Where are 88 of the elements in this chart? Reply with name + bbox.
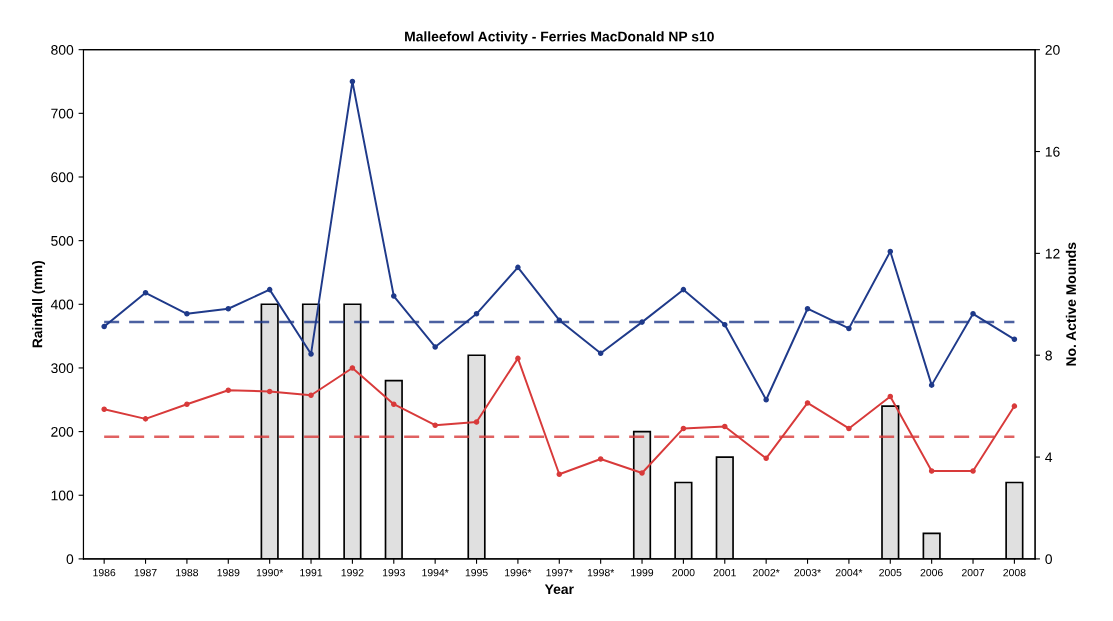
point bbox=[515, 355, 521, 362]
x-tick-label: 2003* bbox=[794, 568, 821, 577]
y2-tick-label: 8 bbox=[1045, 350, 1052, 361]
point bbox=[391, 401, 397, 408]
point bbox=[970, 468, 976, 474]
point bbox=[142, 416, 149, 422]
x-tick-label: 1989 bbox=[217, 568, 240, 577]
x-axis-title: Year bbox=[544, 584, 574, 595]
point bbox=[391, 293, 397, 299]
x-tick-label: 1987 bbox=[134, 568, 157, 577]
point bbox=[349, 365, 356, 371]
point bbox=[432, 422, 438, 429]
y-tick-label: 700 bbox=[51, 108, 74, 119]
point bbox=[722, 423, 728, 430]
point bbox=[680, 425, 687, 432]
x-tick-label: 2002* bbox=[753, 568, 780, 577]
point bbox=[763, 455, 769, 462]
y-axis-title: Rainfall (mm) bbox=[32, 260, 46, 348]
point bbox=[308, 392, 314, 399]
y-tick-label: 600 bbox=[51, 172, 74, 183]
point bbox=[639, 470, 645, 476]
point bbox=[846, 425, 852, 432]
point bbox=[473, 311, 480, 317]
point bbox=[639, 319, 645, 325]
y2-tick-label: 4 bbox=[1045, 452, 1053, 463]
x-tick-label: 1997* bbox=[546, 568, 573, 577]
point bbox=[266, 286, 273, 293]
y-tick-label: 800 bbox=[51, 45, 74, 55]
y2-tick-label: 0 bbox=[1045, 554, 1052, 565]
point bbox=[1011, 336, 1018, 343]
point bbox=[804, 400, 811, 406]
x-tick-label: 2005 bbox=[879, 568, 902, 577]
point bbox=[349, 78, 356, 85]
point bbox=[184, 401, 190, 408]
x-tick-label: 1994* bbox=[422, 568, 449, 577]
y-tick-label: 0 bbox=[66, 554, 74, 565]
point bbox=[597, 456, 604, 462]
x-tick-label: 1990* bbox=[256, 568, 284, 577]
y-tick-label: 300 bbox=[51, 363, 74, 374]
x-tick-label: 2004* bbox=[835, 568, 863, 577]
point bbox=[184, 311, 190, 317]
y-tick-label: 400 bbox=[50, 299, 74, 310]
point bbox=[473, 419, 480, 425]
chart-title: Malleefowl Activity - Ferries MacDonald NP s10 bbox=[405, 31, 714, 45]
y2-tick-label: 12 bbox=[1045, 248, 1060, 259]
point bbox=[887, 248, 894, 255]
point bbox=[763, 396, 769, 403]
point bbox=[804, 305, 811, 312]
y-tick-label: 100 bbox=[51, 490, 74, 501]
y2-tick-label: 16 bbox=[1045, 146, 1060, 157]
x-tick-label: 1993 bbox=[382, 568, 405, 577]
point bbox=[680, 286, 687, 293]
x-tick-label: 2001 bbox=[713, 568, 736, 577]
x-tick-label: 1991 bbox=[300, 568, 323, 577]
point bbox=[225, 387, 232, 393]
point bbox=[142, 290, 149, 296]
point bbox=[970, 311, 976, 317]
x-tick-label: 1996* bbox=[505, 568, 532, 577]
x-tick-label: 1988 bbox=[176, 568, 199, 577]
point bbox=[225, 305, 232, 312]
y-tick-label: 200 bbox=[51, 426, 74, 437]
point bbox=[266, 388, 273, 395]
point bbox=[515, 264, 521, 271]
point bbox=[928, 382, 935, 388]
point bbox=[928, 468, 935, 474]
point bbox=[556, 317, 563, 323]
point bbox=[846, 325, 852, 332]
point bbox=[1011, 403, 1018, 409]
x-tick-label: 2000 bbox=[672, 568, 695, 577]
x-tick-label: 1995 bbox=[465, 568, 488, 577]
y-tick-label: 500 bbox=[51, 235, 74, 246]
point bbox=[308, 351, 314, 357]
y2-axis-title: No. Active Mounds bbox=[1065, 242, 1077, 366]
x-tick-label: 2008 bbox=[1003, 568, 1026, 577]
point bbox=[556, 471, 563, 478]
x-tick-label: 1992 bbox=[341, 568, 364, 577]
point bbox=[887, 393, 894, 400]
point bbox=[597, 350, 604, 357]
point bbox=[722, 321, 728, 328]
point bbox=[101, 406, 107, 413]
x-tick-label: 2006 bbox=[920, 568, 943, 577]
y2-tick-label: 20 bbox=[1045, 45, 1060, 55]
x-tick-label: 1998* bbox=[587, 568, 615, 577]
point bbox=[432, 344, 438, 350]
point bbox=[101, 323, 107, 330]
x-tick-label: 1999 bbox=[631, 568, 654, 577]
x-tick-label: 2007 bbox=[961, 568, 985, 577]
x-tick-label: 1986 bbox=[93, 568, 116, 577]
